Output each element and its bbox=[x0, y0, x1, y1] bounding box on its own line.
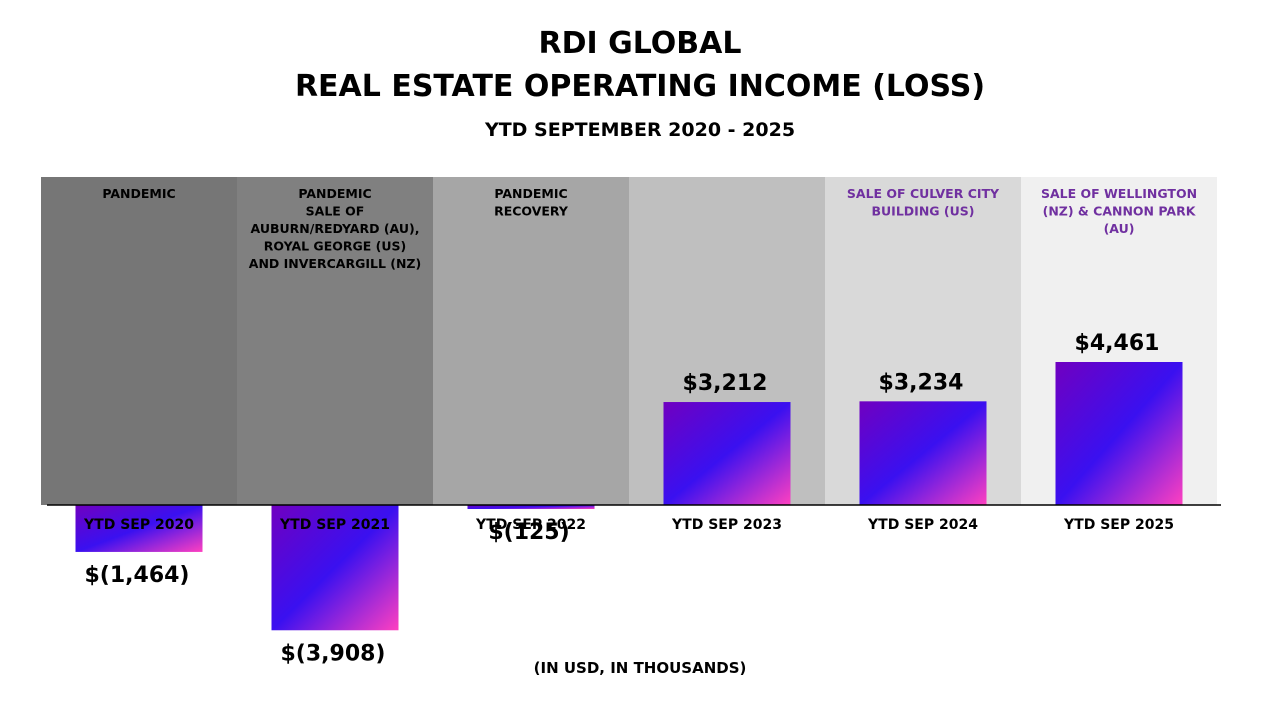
period-annotation: BUILDING (US) bbox=[872, 204, 975, 219]
period-annotation: AND INVERCARGILL (NZ) bbox=[249, 256, 421, 271]
bar bbox=[271, 505, 399, 631]
bar bbox=[75, 505, 203, 552]
value-label: $(3,908) bbox=[280, 641, 385, 666]
bar bbox=[1055, 362, 1183, 505]
category-label: YTD SEP 2023 bbox=[671, 517, 782, 533]
period-background bbox=[433, 177, 629, 505]
value-label: $4,461 bbox=[1075, 331, 1160, 356]
labels: YTD SEP 2020 $(1,464) YTD SEP 2021 $(3,908)… bbox=[83, 331, 1174, 666]
period-annotation: RECOVERY bbox=[494, 204, 569, 219]
period-background bbox=[41, 177, 237, 505]
category-label: YTD SEP 2020 bbox=[83, 517, 194, 533]
chart-title: RDI GLOBAL bbox=[538, 26, 742, 61]
period-annotation: PANDEMIC bbox=[102, 186, 175, 201]
value-label: $3,212 bbox=[683, 371, 768, 396]
category-label: YTD SEP 2025 bbox=[1063, 517, 1174, 533]
category-label: YTD SEP 2024 bbox=[867, 517, 978, 533]
value-label: $3,234 bbox=[879, 370, 964, 395]
bars bbox=[75, 362, 1183, 631]
period-annotation: (NZ) & CANNON PARK bbox=[1043, 204, 1197, 219]
period-background bbox=[237, 177, 433, 505]
bar bbox=[859, 401, 987, 505]
bar bbox=[663, 402, 791, 505]
period-backgrounds bbox=[41, 177, 1217, 505]
period-annotation: SALE OF bbox=[306, 204, 365, 219]
units-note: (IN USD, IN THOUSANDS) bbox=[533, 659, 747, 677]
period-annotation: SALE OF CULVER CITY bbox=[847, 186, 1000, 201]
chart-title-line2: REAL ESTATE OPERATING INCOME (LOSS) bbox=[294, 69, 986, 104]
bar bbox=[467, 505, 595, 510]
value-label: $(125) bbox=[488, 520, 569, 545]
period-annotation: PANDEMIC bbox=[298, 186, 371, 201]
period-annotation: SALE OF WELLINGTON bbox=[1041, 186, 1197, 201]
category-label: YTD SEP 2022 bbox=[475, 517, 586, 533]
chart-subtitle: YTD SEPTEMBER 2020 - 2025 bbox=[484, 119, 796, 141]
period-annotation: (AU) bbox=[1104, 221, 1135, 236]
period-annotation: AUBURN/REDYARD (AU), bbox=[251, 221, 420, 236]
value-label: $(1,464) bbox=[84, 563, 189, 588]
period-annotation: ROYAL GEORGE (US) bbox=[264, 239, 406, 254]
category-label: YTD SEP 2021 bbox=[279, 517, 390, 533]
period-annotation: PANDEMIC bbox=[494, 186, 567, 201]
period-annotations: PANDEMIC PANDEMIC SALE OF AUBURN/REDYARD (A… bbox=[102, 186, 1197, 271]
